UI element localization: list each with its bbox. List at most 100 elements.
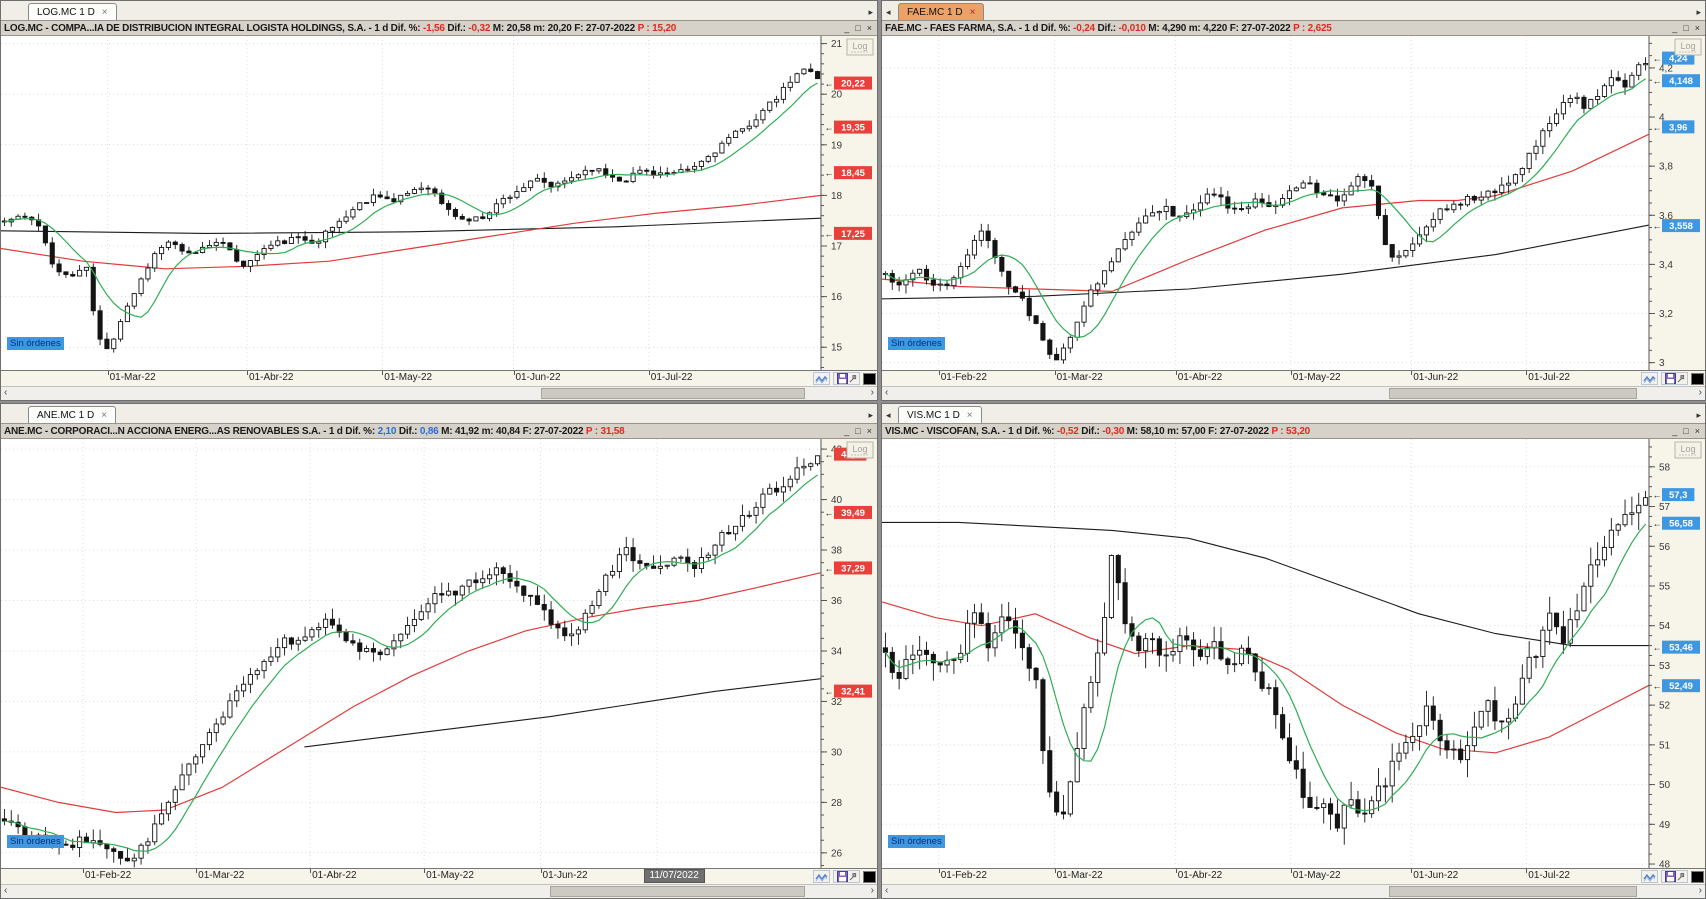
scroll-thumb[interactable] [1389, 388, 1638, 399]
candlestick-chart[interactable]: 33,23,43,63,844,2← 4,24← 4,148← 3,96← 3,558L… [882, 36, 1705, 370]
scroll-track[interactable] [894, 886, 1693, 897]
scroll-left-icon[interactable]: ‹ [885, 885, 889, 896]
tab-log[interactable]: LOG.MC 1 D × [28, 3, 117, 20]
price-line-icon[interactable] [1641, 372, 1658, 385]
tab-scroll-right-icon[interactable]: ▸ [1696, 410, 1701, 420]
date-label: 01-Abr-22 [1177, 870, 1223, 881]
scroll-left-icon[interactable]: ‹ [885, 387, 889, 398]
tab-vis[interactable]: VIS.MC 1 D × [898, 406, 982, 423]
scroll-track[interactable] [13, 388, 865, 399]
title-bar: FAE.MC - FAES FARMA, S.A. - 1 d Dif. %: … [882, 21, 1705, 36]
close-button[interactable]: × [866, 23, 872, 33]
tab-scroll-left-icon[interactable]: ◂ [886, 410, 891, 420]
axis-tick-label: 17 [831, 242, 843, 253]
chart-area[interactable]: 3 3,2 3,4 3,6 3,8 4 4,2 ← 4,24 ← 4,148 ← 3,96 ← 3,558 L… [882, 36, 1705, 370]
price-line-icon[interactable] [1641, 870, 1658, 883]
maximize-button[interactable]: □ [1683, 426, 1689, 436]
save-icon[interactable] [833, 870, 860, 883]
badge-arrow-icon: ← [825, 79, 834, 89]
date-label: 01-Jun-22 [542, 870, 588, 881]
price-badge: ← 4,148 [1653, 74, 1700, 88]
price-badge: ← 19,35 [825, 120, 872, 134]
save-icon[interactable] [1661, 372, 1688, 385]
badge-label: 32,41 [841, 687, 865, 698]
title-segment: -0,32 [468, 22, 491, 34]
date-label: 01-Mar-22 [109, 372, 156, 383]
ma-green-line [884, 523, 1647, 812]
scroll-thumb[interactable] [1389, 886, 1638, 897]
horizontal-scrollbar[interactable]: ‹ › [1, 386, 877, 400]
scroll-track[interactable] [894, 388, 1693, 399]
instrument-info: LOG.MC - COMPA...IA DE DISTRIBUCION INTE… [4, 23, 844, 34]
axis-tick-label: 32 [831, 697, 843, 708]
pin-icon [1677, 375, 1684, 383]
tab-ane[interactable]: ANE.MC 1 D × [28, 406, 117, 423]
price-line-icon[interactable] [813, 372, 830, 385]
horizontal-scrollbar[interactable]: ‹ › [882, 386, 1705, 400]
tab-close-icon[interactable]: × [969, 6, 976, 18]
badge-arrow-icon: ← [1653, 122, 1662, 132]
axis-tick-label: 18 [831, 191, 843, 202]
maximize-button[interactable]: □ [855, 426, 861, 436]
svg-text:Log: Log [1680, 41, 1695, 51]
tab-scroll-left-icon[interactable]: ◂ [886, 7, 891, 17]
scroll-track[interactable] [13, 886, 865, 897]
horizontal-scrollbar[interactable]: ‹ › [1, 884, 877, 898]
tab-close-icon[interactable]: × [101, 409, 108, 421]
candlestick-chart[interactable]: 15 16 17 18 19 20 21 ← 20,22 ← 19,35 ← 18,45 ← 17,25 Lo… [1, 36, 877, 370]
scroll-left-icon[interactable]: ‹ [4, 387, 8, 398]
date-label: 01-Feb-22 [940, 870, 987, 881]
save-icon[interactable] [833, 372, 860, 385]
tab-fae[interactable]: FAE.MC 1 D × [898, 3, 985, 20]
tab-scroll-right-icon[interactable]: ▸ [868, 7, 873, 17]
chart-style-icon[interactable] [1691, 372, 1704, 385]
candlesticks [1, 455, 821, 868]
scroll-thumb[interactable] [541, 388, 806, 399]
chart-area[interactable]: 48 49 50 51 52 53 54 55 56 57 58 ← 57,3 ← 56,58 ← 53,46 ←… [882, 439, 1705, 868]
tab-scroll-right-icon[interactable]: ▸ [1696, 7, 1701, 17]
maximize-button[interactable]: □ [855, 23, 861, 33]
ma-mid-line [1, 572, 822, 814]
axis-tick-label: 48 [1659, 860, 1671, 868]
scroll-right-icon[interactable]: › [870, 885, 874, 896]
scroll-right-icon[interactable]: › [1698, 885, 1702, 896]
chart-style-icon[interactable] [863, 372, 876, 385]
badge-arrow-icon: ← [825, 508, 834, 518]
scroll-right-icon[interactable]: › [1698, 387, 1702, 398]
ma-long-line [1, 217, 822, 234]
scroll-left-icon[interactable]: ‹ [4, 885, 8, 896]
title-segment: VIS.MC - VISCOFAN, S.A. - 1 d Dif. %: [885, 425, 1057, 437]
badge-label: 4,148 [1669, 76, 1693, 87]
close-button[interactable]: × [866, 426, 872, 436]
close-button[interactable]: × [1694, 23, 1700, 33]
badge-arrow-icon: ← [1653, 490, 1662, 500]
no-orders-badge: Sin órdenes [888, 835, 945, 848]
tab-close-icon[interactable]: × [101, 6, 108, 18]
maximize-button[interactable]: □ [1683, 23, 1689, 33]
date-label: 01-Jul-22 [1528, 870, 1570, 881]
minimize-button[interactable]: _ [1672, 23, 1678, 33]
price-badge: ← 18,45 [825, 166, 872, 180]
candlestick-chart[interactable]: 262830323436384042←41,8←39,49←37,29←32,4… [1, 439, 877, 868]
price-badge: ← 52,49 [1653, 679, 1700, 693]
minimize-button[interactable]: _ [1672, 426, 1678, 436]
badge-label: 17,25 [841, 229, 865, 240]
minimize-button[interactable]: _ [844, 23, 850, 33]
horizontal-scrollbar[interactable]: ‹ › [882, 884, 1705, 898]
close-button[interactable]: × [1694, 426, 1700, 436]
chart-style-icon[interactable] [1691, 870, 1704, 883]
price-line-icon[interactable] [813, 870, 830, 883]
minimize-button[interactable]: _ [844, 426, 850, 436]
chart-style-icon[interactable] [863, 870, 876, 883]
chart-area[interactable]: 15 16 17 18 19 20 21 ← 20,22 ← 19,35 ← 18,45 ← 17,25 Lo… [1, 36, 877, 370]
scroll-right-icon[interactable]: › [870, 387, 874, 398]
date-label: 01-Abr-22 [312, 870, 357, 881]
chart-area[interactable]: 262830323436384042←41,8←39,49←37,29←32,4… [1, 439, 877, 868]
save-icon[interactable] [1661, 870, 1688, 883]
scroll-thumb[interactable] [549, 886, 806, 897]
title-segment: 2,10 [377, 425, 397, 437]
tab-scroll-right-icon[interactable]: ▸ [868, 410, 873, 420]
date-tick [1054, 371, 1056, 375]
tab-close-icon[interactable]: × [966, 409, 973, 421]
